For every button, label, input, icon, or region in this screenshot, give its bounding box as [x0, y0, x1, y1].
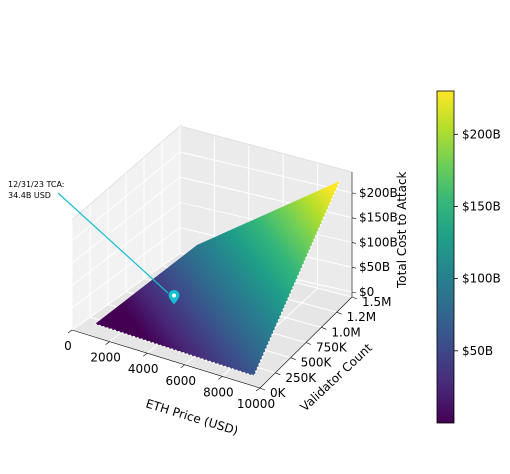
colorbar-tick-label: $100B — [462, 272, 501, 286]
x-tick-mark — [67, 329, 73, 334]
y-tick-label: 750K — [316, 341, 348, 355]
annotation-leader — [57, 192, 169, 294]
z-tick-label: $200B — [359, 186, 398, 200]
colorbar-tick-label: $200B — [462, 127, 501, 141]
x-tick-mark — [143, 352, 148, 357]
surface — [94, 180, 341, 377]
surface-edge-right — [253, 180, 341, 377]
surface-mesh — [95, 181, 340, 376]
x-tick-mark — [105, 341, 110, 345]
y-tick-mark — [336, 311, 342, 315]
z-tick-mark — [351, 192, 357, 195]
y-tick-label: 0K — [270, 386, 287, 400]
y-tick-mark — [275, 372, 281, 376]
colorbar: $50B $100B $150B $200B — [436, 90, 501, 424]
annotation-line-2: 34.4B USD — [8, 191, 51, 200]
x-tick-label: 2000 — [90, 351, 121, 365]
annotation-line-1: 12/31/23 TCA: — [8, 180, 65, 189]
z-tick-label: $150B — [359, 211, 398, 225]
colorbar-tick-label: $150B — [462, 199, 501, 213]
annotation: 12/31/23 TCA: 34.4B USD — [8, 180, 180, 305]
z-tick-mark — [351, 242, 357, 244]
x-tick-mark — [180, 364, 185, 369]
y-tick-mark — [259, 387, 266, 391]
annotation-pin-icon — [168, 290, 180, 305]
z-tick-label: $50B — [359, 260, 390, 274]
colorbar-gradient — [436, 90, 455, 424]
y-tick-label: 500K — [301, 356, 333, 370]
z-side-grid-line — [71, 176, 181, 264]
z-side-grid-line — [71, 252, 181, 331]
z-side-grid-line — [71, 202, 181, 286]
y-tick-label: 250K — [285, 371, 317, 385]
z-tick-mark — [351, 266, 357, 269]
x-tick-label: 10000 — [237, 397, 275, 411]
y-tick-label: 1.0M — [331, 325, 360, 339]
z-side-grid-line — [71, 151, 181, 242]
y-tick-mark — [305, 342, 312, 345]
x-axis-label: ETH Price (USD) — [144, 396, 240, 437]
y-tick-label: 1.2M — [347, 310, 376, 324]
x-tick-label: 0 — [64, 339, 72, 353]
y-tick-label: 1.5M — [362, 295, 391, 309]
x-tick-mark — [255, 387, 261, 392]
x-tick-label: 6000 — [166, 374, 197, 388]
y-tick-mark — [351, 296, 358, 300]
z-tick-label: $0 — [359, 285, 374, 299]
z-tick-label: $100B — [359, 235, 398, 249]
x-tick-label: 4000 — [128, 362, 159, 376]
y-tick-mark — [290, 357, 296, 360]
colorbar-tick-label: $50B — [462, 344, 493, 358]
y-tick-mark — [321, 327, 327, 330]
z-axis-ticks: $0 $50B $100B $150B $200B — [351, 186, 398, 299]
z-side-grid-line — [71, 227, 181, 309]
x-axis-line — [71, 329, 261, 389]
colorbar-ticks: $50B $100B $150B $200B — [454, 127, 501, 358]
z-axis-label: Total Cost to Attack — [395, 171, 409, 289]
z-wall-grid-line — [179, 151, 353, 194]
x-tick-mark — [218, 376, 223, 380]
z-tick-mark — [351, 217, 357, 219]
z-tick-mark — [351, 291, 357, 294]
x-tick-label: 8000 — [203, 385, 234, 399]
